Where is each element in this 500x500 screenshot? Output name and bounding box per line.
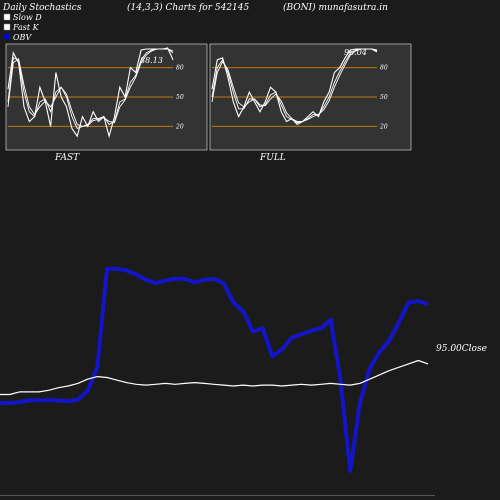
full-series-line-slow-d-2: [211, 48, 378, 122]
fast-ytick-label: 50: [176, 94, 184, 101]
obv-series-line: [0, 266, 429, 473]
full-ytick-label: 80: [380, 65, 388, 72]
close-value-label: 95.00Close: [436, 344, 487, 354]
header-right-text: (BONI) munafasutra.in: [283, 2, 388, 13]
legend-swatch-slow-d: [3, 13, 11, 21]
header-middle-text: (14,3,3) Charts for 542145: [127, 2, 249, 13]
fast-last-value-label: 88.13: [140, 56, 163, 65]
fast-panel-label: FAST: [54, 153, 80, 163]
legend-swatch-obv: [4, 33, 10, 40]
legend-label-fast-k: Fast K: [12, 23, 40, 32]
header-left-text: Daily Stochastics: [2, 3, 82, 13]
full-panel-label: FULL: [259, 153, 286, 163]
full-series-line-slow-d: [211, 48, 378, 123]
fast-ytick-label: 20: [175, 123, 184, 130]
fast-ytick-label: 80: [176, 65, 184, 72]
fast-panel-layer: 20 50 80 88.13: [7, 47, 184, 139]
full-panel-layer: 20 50 80 96.04: [211, 48, 388, 130]
fast-series-line-slow-d-2: [7, 48, 174, 127]
legend-label-obv: OBV: [13, 33, 32, 42]
close-series-line: [0, 359, 429, 396]
obv-panel-layer: [0, 266, 429, 473]
full-ytick-label: 50: [380, 94, 388, 101]
full-last-value-label: 96.04: [344, 48, 367, 57]
full-ytick-label: 20: [379, 123, 388, 130]
legend-swatch-fast-k: [3, 23, 11, 31]
legend-label-slow-d: Slow D: [13, 13, 42, 22]
fast-series-line-slow-d: [7, 48, 174, 129]
fast-series-line-fast-k: [7, 47, 174, 139]
